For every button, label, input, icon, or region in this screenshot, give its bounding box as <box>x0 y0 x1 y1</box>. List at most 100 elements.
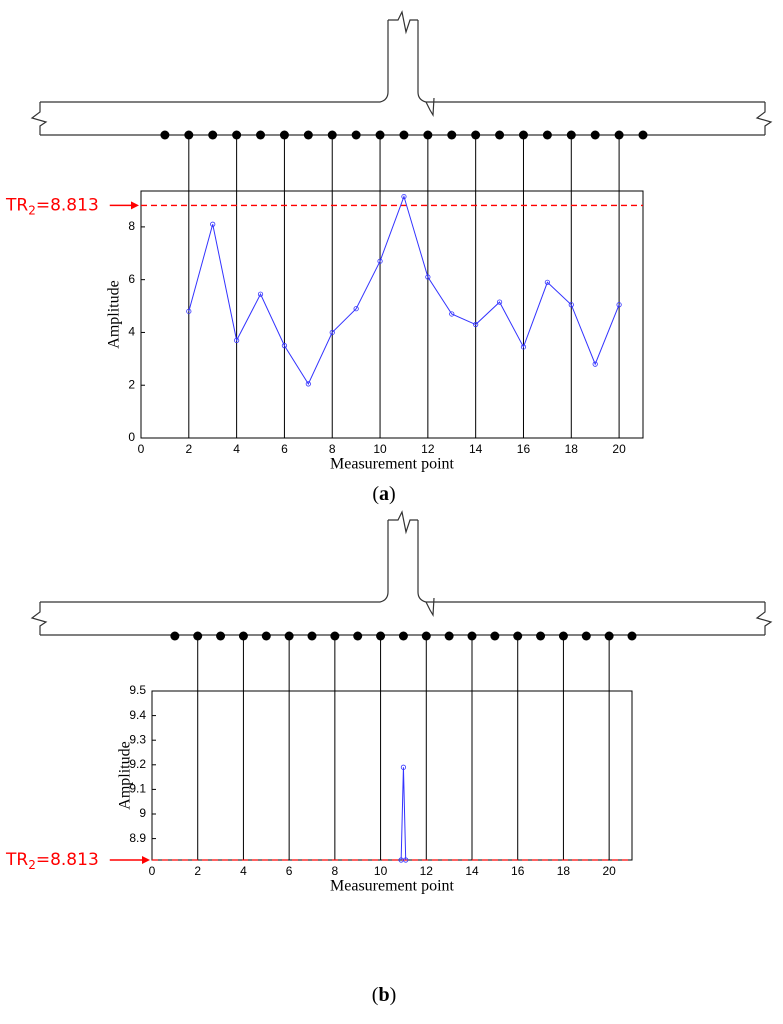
label-part: =8.813 <box>36 195 99 215</box>
x-tick-label: 4 <box>240 864 247 878</box>
x-tick-label: 20 <box>602 864 616 878</box>
data-point <box>234 337 240 343</box>
x-tick-label: 16 <box>517 442 531 456</box>
sensor-dot <box>444 631 454 641</box>
y-axis-label: Amplitude <box>117 741 134 809</box>
y-tick-label: 9 <box>139 806 146 820</box>
data-point <box>210 221 216 227</box>
y-tick-label: 9.2 <box>129 757 146 771</box>
x-axis-label: Measurement point <box>330 456 455 473</box>
sensor-dot <box>638 130 648 140</box>
y-axis-label: Amplitude <box>106 280 123 348</box>
y-tick-label: 0 <box>128 430 135 444</box>
x-tick-label: 8 <box>329 442 336 456</box>
sensor-dot <box>627 631 637 641</box>
sensor-dot <box>490 631 500 641</box>
x-axis-label: Measurement point <box>330 878 455 895</box>
data-point <box>401 193 407 200</box>
x-tick-label: 12 <box>421 442 435 456</box>
data-point <box>592 361 598 367</box>
y-tick-label: 6 <box>128 272 135 286</box>
data-point <box>425 274 431 280</box>
data-point <box>473 321 479 328</box>
x-tick-label: 2 <box>185 442 192 456</box>
sensor-dot <box>208 130 218 140</box>
data-point <box>377 258 383 264</box>
data-point <box>353 306 359 312</box>
sensor-dot <box>581 631 591 641</box>
data-point <box>400 764 407 770</box>
caption: (b) <box>372 984 396 1006</box>
sensor-dot <box>590 130 600 140</box>
sensor-dot <box>307 631 317 641</box>
x-tick-label: 6 <box>286 864 293 878</box>
sensor-dot <box>303 130 313 140</box>
data-point <box>329 329 335 336</box>
chart: 0 2 4 6 8 10 12 14 16 18 208.999.19.29.39.49.5TR2=… <box>5 631 637 1006</box>
x-tick-label: 20 <box>612 442 626 456</box>
x-tick-label: 2 <box>194 864 201 878</box>
caption-part: ) <box>390 984 397 1006</box>
sensor-dot <box>536 631 546 641</box>
sensor-dot <box>495 130 505 140</box>
x-tick-label: 14 <box>469 442 483 456</box>
data-point <box>568 302 574 308</box>
x-tick-label: 8 <box>332 864 339 878</box>
threshold-arrowhead <box>142 856 150 864</box>
sensor-dot <box>398 631 408 641</box>
label-part: =8.813 <box>36 850 99 870</box>
chart: 0 2 4 6 8 10 12 14 16 18 2002468TR2=8.813Measureme… <box>5 130 648 505</box>
data-point <box>544 279 550 285</box>
y-tick-label: 8.9 <box>129 831 146 845</box>
data-point <box>186 308 192 314</box>
plot-frame <box>140 190 644 439</box>
sensor-dot <box>216 631 226 641</box>
sensor-dot <box>170 631 180 641</box>
x-tick-label: 18 <box>565 442 579 456</box>
sensor-dot <box>399 130 409 140</box>
y-tick-label: 4 <box>128 325 135 339</box>
sensor-dot <box>261 631 271 641</box>
sensor-dot <box>542 130 552 140</box>
threshold-label: TR2=8.813 <box>5 850 99 872</box>
label-subscript: 2 <box>28 858 36 872</box>
structure-b <box>30 510 773 636</box>
data-point <box>305 381 311 387</box>
x-tick-label: 16 <box>511 864 525 878</box>
structure-a <box>30 10 773 136</box>
x-tick-label: 4 <box>233 442 240 456</box>
sensor-dot <box>256 130 266 140</box>
caption-part: a <box>379 483 389 505</box>
x-tick-label: 6 <box>281 442 288 456</box>
x-tick-label: 0 <box>138 442 145 456</box>
plot-frame <box>151 690 633 861</box>
y-tick-label: 9.5 <box>129 683 146 697</box>
x-tick-label: 18 <box>557 864 571 878</box>
data-point <box>616 302 622 308</box>
caption-part: b <box>378 984 389 1006</box>
data-point <box>257 291 264 297</box>
caption-part: ( <box>372 483 379 505</box>
data-point <box>449 311 455 317</box>
data-point <box>520 344 527 350</box>
caption-part: ) <box>389 483 396 505</box>
label-part: TR <box>5 850 28 870</box>
data-line <box>400 767 407 861</box>
data-line <box>188 194 620 385</box>
sensor-dot <box>353 631 363 641</box>
sensor-dot <box>160 130 170 140</box>
threshold-label: TR2=8.813 <box>5 195 99 217</box>
data-point <box>281 343 288 349</box>
data-point <box>496 299 503 305</box>
x-tick-label: 12 <box>420 864 434 878</box>
label-part: TR <box>5 195 28 215</box>
caption-part: ( <box>372 984 379 1006</box>
y-tick-label: 9.3 <box>129 732 146 746</box>
y-tick-label: 9.4 <box>129 708 146 722</box>
x-tick-label: 0 <box>149 864 156 878</box>
x-tick-label: 10 <box>374 864 388 878</box>
data-point <box>403 857 409 863</box>
sensor-dot <box>447 130 457 140</box>
x-tick-label: 10 <box>373 442 387 456</box>
